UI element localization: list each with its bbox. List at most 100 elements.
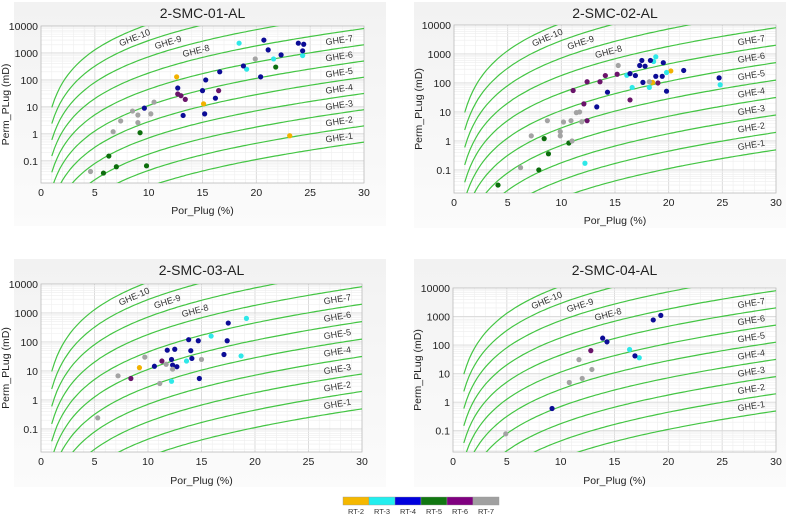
x-axis-label: Por_Plug (%) <box>584 215 646 227</box>
data-point-rt-6 <box>128 375 134 382</box>
data-point-rt-7 <box>576 357 582 363</box>
legend-swatch-rt-7 <box>472 496 500 506</box>
x-tick-label: 25 <box>303 456 315 468</box>
ghe-boundary-curve <box>473 79 776 193</box>
data-point-rt-4 <box>594 104 600 110</box>
data-point-rt-3 <box>238 353 244 359</box>
ghe-label: GHE-5 <box>737 68 766 82</box>
data-point-rt-2 <box>668 68 674 74</box>
legend-label: RT-6 <box>452 507 468 516</box>
ghe-boundary-curve <box>464 25 692 148</box>
data-point-rt-7 <box>170 366 176 372</box>
data-point-rt-7 <box>151 99 157 105</box>
ghe-label: GHE-6 <box>737 313 766 327</box>
data-point-rt-4 <box>632 72 638 79</box>
y-tick-label: 10000 <box>422 20 451 32</box>
ghe-boundary-curve <box>530 131 776 193</box>
ghe-boundary-curve <box>51 284 279 407</box>
data-point-rt-7 <box>115 373 121 379</box>
data-point-rt-7 <box>576 109 583 115</box>
ghe-boundary-curve <box>465 324 776 452</box>
ghe-boundary-curve <box>464 44 776 183</box>
chart-4: GHE-1GHE-2GHE-3GHE-4GHE-5GHE-6GHE-7GHE-8… <box>412 259 786 487</box>
data-point-rt-4 <box>681 67 687 74</box>
data-point-rt-4 <box>265 47 271 53</box>
data-point-rt-4 <box>141 105 147 111</box>
x-tick-label: 30 <box>356 456 368 468</box>
data-point-rt-6 <box>584 118 590 124</box>
data-point-rt-5 <box>541 136 547 142</box>
ghe-boundary-curve <box>71 92 364 183</box>
ghe-boundary-curve <box>51 27 364 157</box>
x-tick-label: 30 <box>770 197 782 209</box>
data-point-rt-4 <box>604 89 611 95</box>
data-point-rt-4 <box>224 338 230 344</box>
data-point-rt-3 <box>243 315 250 322</box>
ghe-boundary-curve <box>51 284 200 390</box>
data-point-rt-6 <box>597 79 603 85</box>
ghe-label: GHE-1 <box>323 397 352 411</box>
y-tick-label: 10 <box>438 369 450 381</box>
data-point-rt-6 <box>655 80 661 86</box>
data-point-rt-7 <box>148 111 154 117</box>
ghe-label: GHE-4 <box>737 348 766 362</box>
y-tick-label: 1 <box>32 395 38 407</box>
ghe-boundary-curve <box>60 338 362 452</box>
ghe-boundary-curve <box>51 303 362 442</box>
data-point-rt-6 <box>602 72 608 79</box>
y-tick-label: 10 <box>26 102 38 114</box>
x-tick-label: 25 <box>716 456 728 468</box>
data-point-rt-7 <box>87 168 94 175</box>
data-point-rt-3 <box>717 82 723 88</box>
data-point-rt-4 <box>258 74 264 80</box>
ghe-label: GHE-5 <box>737 330 766 344</box>
data-point-rt-7 <box>528 133 534 139</box>
data-point-rt-3 <box>636 355 642 361</box>
plot-border <box>40 25 365 184</box>
data-point-rt-4 <box>261 37 267 43</box>
data-point-rt-7 <box>163 361 169 367</box>
data-point-rt-4 <box>663 88 670 94</box>
ghe-label: GHE-7 <box>325 33 354 47</box>
ghe-boundary-curve <box>463 288 613 392</box>
ghe-label: GHE-3 <box>325 98 354 112</box>
legend-label: RT-2 <box>348 507 364 516</box>
data-point-rt-7 <box>579 375 585 382</box>
x-tick-label: 15 <box>196 456 208 468</box>
grid <box>454 25 776 193</box>
plot-border <box>452 287 777 453</box>
x-tick-label: 10 <box>555 197 567 209</box>
ghe-label: GHE-2 <box>323 379 352 393</box>
ghe-boundary-curve <box>116 125 364 183</box>
ghe-label: GHE-1 <box>737 399 766 413</box>
data-point-rt-4 <box>627 71 633 77</box>
data-point-rt-2 <box>174 74 180 80</box>
data-point-rt-6 <box>159 358 165 364</box>
x-tick-label: 15 <box>197 187 209 199</box>
y-tick-label: 0.1 <box>23 424 38 436</box>
grid <box>41 284 362 452</box>
legend-label: RT-3 <box>374 507 390 516</box>
data-point-rt-4 <box>221 351 227 358</box>
data-point-rt-3 <box>244 66 250 72</box>
x-tick-label: 5 <box>504 456 510 468</box>
y-axis-label: Perm_PLug (mD) <box>412 329 424 411</box>
y-tick-label: 1 <box>445 136 451 148</box>
ghe-label: GHE-1 <box>737 138 766 152</box>
chart-title: 2-SMC-03-AL <box>159 262 245 278</box>
chart-title: 2-SMC-04-AL <box>572 262 658 278</box>
data-point-rt-6 <box>178 93 184 99</box>
ghe-boundary-curve <box>117 390 362 452</box>
data-point-rt-4 <box>196 375 202 382</box>
ghe-boundary-curve <box>576 410 776 452</box>
data-point-rt-4 <box>278 52 284 58</box>
x-tick-label: 20 <box>663 197 675 209</box>
data-point-rt-4 <box>659 73 665 79</box>
ghe-label: GHE-3 <box>737 103 766 117</box>
ghe-boundary-curve <box>463 290 776 426</box>
data-point-rt-7 <box>589 366 595 373</box>
data-point-rt-7 <box>560 119 567 125</box>
x-tick-label: 0 <box>450 456 456 468</box>
ghe-boundary-curve <box>463 307 776 444</box>
